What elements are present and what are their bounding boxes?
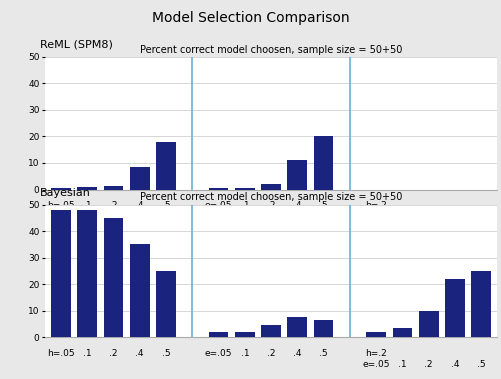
Bar (208, 188, 228, 190)
Text: e=.05: e=.05 (362, 212, 389, 221)
Bar (51, 188, 71, 190)
Text: ReML (SPM8): ReML (SPM8) (40, 40, 113, 50)
Text: .1: .1 (397, 360, 406, 369)
Bar (444, 279, 464, 337)
Text: h=.05: h=.05 (47, 202, 75, 210)
Bar (366, 332, 385, 337)
Bar (103, 186, 123, 190)
Text: .2: .2 (109, 349, 118, 358)
Bar (77, 187, 97, 190)
Text: h=.2: h=.2 (365, 349, 386, 358)
Text: e=.05: e=.05 (204, 349, 232, 358)
Bar (234, 188, 254, 190)
Bar (418, 311, 438, 337)
Text: .2: .2 (267, 349, 275, 358)
Bar (208, 332, 228, 337)
Bar (103, 218, 123, 337)
Bar (392, 328, 411, 337)
Text: .4: .4 (135, 349, 144, 358)
Text: .4: .4 (450, 360, 458, 369)
Text: .1: .1 (240, 349, 248, 358)
Bar (261, 325, 281, 337)
Bar (156, 142, 175, 190)
Title: Percent correct model choosen, sample size = 50+50: Percent correct model choosen, sample si… (140, 45, 401, 55)
Bar (287, 160, 307, 190)
Text: .4: .4 (293, 202, 301, 210)
Text: .4: .4 (293, 349, 301, 358)
Title: Percent correct model choosen, sample size = 50+50: Percent correct model choosen, sample si… (140, 193, 401, 202)
Text: .5: .5 (161, 349, 170, 358)
Text: e=.05: e=.05 (204, 202, 232, 210)
Bar (261, 184, 281, 190)
Bar (130, 167, 149, 190)
Bar (156, 271, 175, 337)
Text: .2: .2 (423, 360, 432, 369)
Text: Model Selection Comparison: Model Selection Comparison (152, 11, 349, 25)
Text: .1: .1 (83, 349, 91, 358)
Text: .5: .5 (319, 349, 327, 358)
Bar (130, 244, 149, 337)
Text: .2: .2 (267, 202, 275, 210)
Bar (234, 332, 254, 337)
Bar (470, 271, 490, 337)
Text: .1: .1 (83, 202, 91, 210)
Bar (313, 320, 333, 337)
Text: .4: .4 (450, 212, 458, 221)
Bar (51, 210, 71, 337)
Text: .1: .1 (397, 212, 406, 221)
Text: .4: .4 (135, 202, 144, 210)
Text: Bayesian: Bayesian (40, 188, 91, 197)
Bar (287, 318, 307, 337)
Bar (313, 136, 333, 190)
Text: .5: .5 (476, 360, 484, 369)
Text: .1: .1 (240, 202, 248, 210)
Text: .2: .2 (423, 212, 432, 221)
Text: .5: .5 (161, 202, 170, 210)
Text: h=.2: h=.2 (365, 202, 386, 210)
Text: .5: .5 (319, 202, 327, 210)
Bar (77, 210, 97, 337)
Text: .2: .2 (109, 202, 118, 210)
Text: .5: .5 (476, 212, 484, 221)
Text: e=.05: e=.05 (362, 360, 389, 369)
Text: h=.05: h=.05 (47, 349, 75, 358)
